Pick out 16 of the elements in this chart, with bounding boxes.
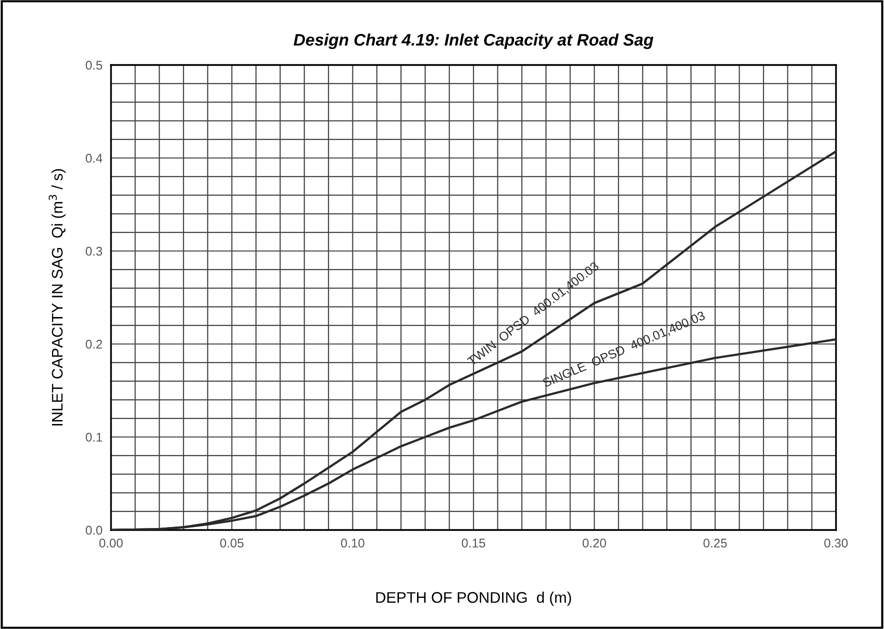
y-tick-label: 0.3: [86, 246, 102, 256]
x-tick-label: 0.00: [99, 538, 123, 548]
y-tick-label: 0.1: [86, 432, 102, 442]
x-tick-label: 0.10: [340, 538, 364, 548]
chart-title: Design Chart 4.19: Inlet Capacity at Road Sag: [294, 33, 654, 50]
y-tick-label: 0.2: [86, 340, 102, 349]
x-tick-label: 0.25: [703, 538, 727, 548]
y-tick-label: 0.5: [86, 60, 102, 70]
x-tick-label: 0.20: [582, 538, 606, 548]
x-tick-label: 0.30: [824, 538, 848, 548]
y-tick-label: 0.4: [86, 154, 102, 163]
y-axis-title: INLET CAPACITY IN SAG Qi (m$^{3}$ / s): [48, 169, 66, 426]
x-axis-title: DEPTH OF PONDING d (m): [376, 592, 572, 606]
x-tick-label: 0.05: [220, 538, 244, 548]
y-tick-label: 0.0: [86, 526, 102, 535]
x-tick-label: 0.15: [462, 538, 486, 548]
